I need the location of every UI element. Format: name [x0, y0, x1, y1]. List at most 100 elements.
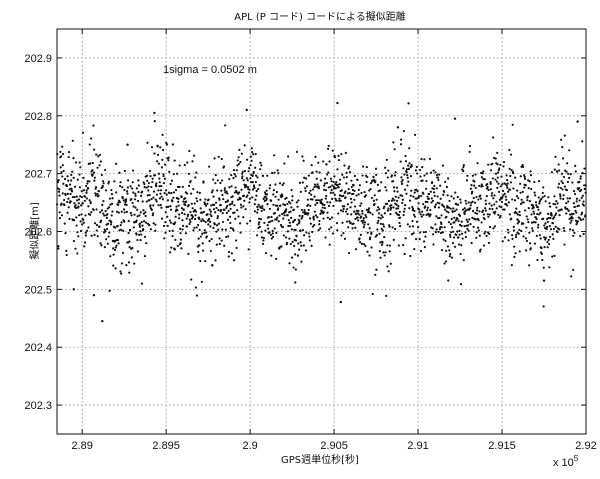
data-point — [512, 229, 516, 232]
data-point — [541, 196, 544, 199]
data-point — [394, 171, 397, 174]
data-point — [527, 187, 530, 190]
data-point — [196, 223, 200, 227]
data-point — [193, 208, 196, 212]
data-point — [504, 183, 507, 186]
data-point — [208, 220, 212, 223]
data-point — [502, 194, 505, 197]
data-point — [105, 216, 108, 219]
data-point — [281, 194, 284, 198]
data-point — [90, 234, 93, 237]
data-point — [312, 188, 315, 191]
data-point — [513, 255, 516, 258]
data-point — [540, 197, 543, 201]
data-point — [220, 157, 223, 161]
data-point — [100, 244, 103, 247]
data-point — [240, 188, 243, 191]
data-point — [108, 197, 112, 200]
data-point — [487, 241, 491, 244]
data-point — [380, 181, 383, 184]
data-point — [394, 195, 397, 198]
data-point — [106, 222, 110, 225]
data-point — [89, 162, 92, 165]
data-point — [499, 163, 502, 166]
data-point — [126, 186, 129, 189]
data-point — [149, 175, 152, 178]
data-point — [515, 207, 518, 210]
data-point — [78, 214, 81, 217]
data-point — [220, 239, 223, 242]
data-point — [354, 217, 357, 221]
data-point — [566, 162, 569, 165]
data-point — [143, 235, 147, 238]
data-point — [75, 224, 78, 227]
data-point — [425, 213, 428, 216]
data-point — [59, 166, 62, 169]
data-point — [57, 190, 61, 193]
data-point — [282, 182, 285, 185]
data-point — [239, 231, 242, 234]
data-point — [528, 231, 531, 234]
data-point — [525, 215, 528, 218]
data-point — [295, 235, 298, 238]
data-point — [67, 179, 70, 182]
data-point — [368, 238, 372, 241]
data-point — [303, 209, 306, 212]
data-point — [364, 244, 367, 247]
data-point — [220, 189, 223, 192]
data-point — [321, 206, 324, 209]
data-point — [336, 229, 339, 232]
data-point — [223, 189, 226, 192]
data-point — [547, 196, 550, 199]
data-point — [136, 208, 139, 211]
data-point — [408, 147, 411, 150]
data-point — [281, 183, 284, 187]
data-point — [385, 294, 388, 297]
data-point — [63, 222, 66, 225]
data-point — [551, 233, 554, 236]
data-point — [391, 197, 394, 200]
data-point — [152, 196, 155, 199]
data-point — [234, 239, 238, 242]
data-point — [533, 242, 536, 245]
data-point — [254, 198, 257, 201]
data-point — [174, 221, 177, 224]
data-point — [178, 185, 181, 189]
data-point — [406, 184, 409, 187]
data-point — [302, 159, 305, 162]
data-point — [387, 207, 390, 210]
data-point — [409, 254, 412, 258]
data-point — [534, 201, 538, 204]
data-point — [381, 216, 384, 219]
data-point — [333, 175, 336, 178]
data-point — [390, 206, 393, 209]
data-point — [270, 215, 273, 219]
data-point — [73, 219, 76, 222]
data-point — [266, 224, 269, 227]
data-point — [342, 232, 345, 235]
data-point — [434, 171, 437, 174]
data-point — [303, 176, 306, 179]
data-point — [119, 270, 122, 273]
data-point — [222, 165, 226, 168]
data-point — [264, 251, 268, 255]
data-point — [106, 207, 109, 210]
data-point — [568, 176, 571, 180]
data-point — [507, 231, 510, 234]
data-point — [479, 197, 482, 200]
data-point — [131, 201, 134, 204]
data-point — [108, 206, 111, 209]
data-point — [285, 196, 288, 200]
data-point — [372, 199, 375, 202]
data-point — [61, 145, 64, 148]
data-point — [117, 203, 120, 206]
data-point — [61, 175, 64, 178]
data-point — [554, 214, 557, 217]
data-point — [420, 194, 423, 198]
data-point — [122, 229, 125, 232]
data-point — [81, 202, 84, 205]
data-point — [266, 174, 269, 177]
data-point — [167, 205, 170, 208]
data-point — [96, 235, 99, 238]
data-point — [272, 193, 275, 196]
